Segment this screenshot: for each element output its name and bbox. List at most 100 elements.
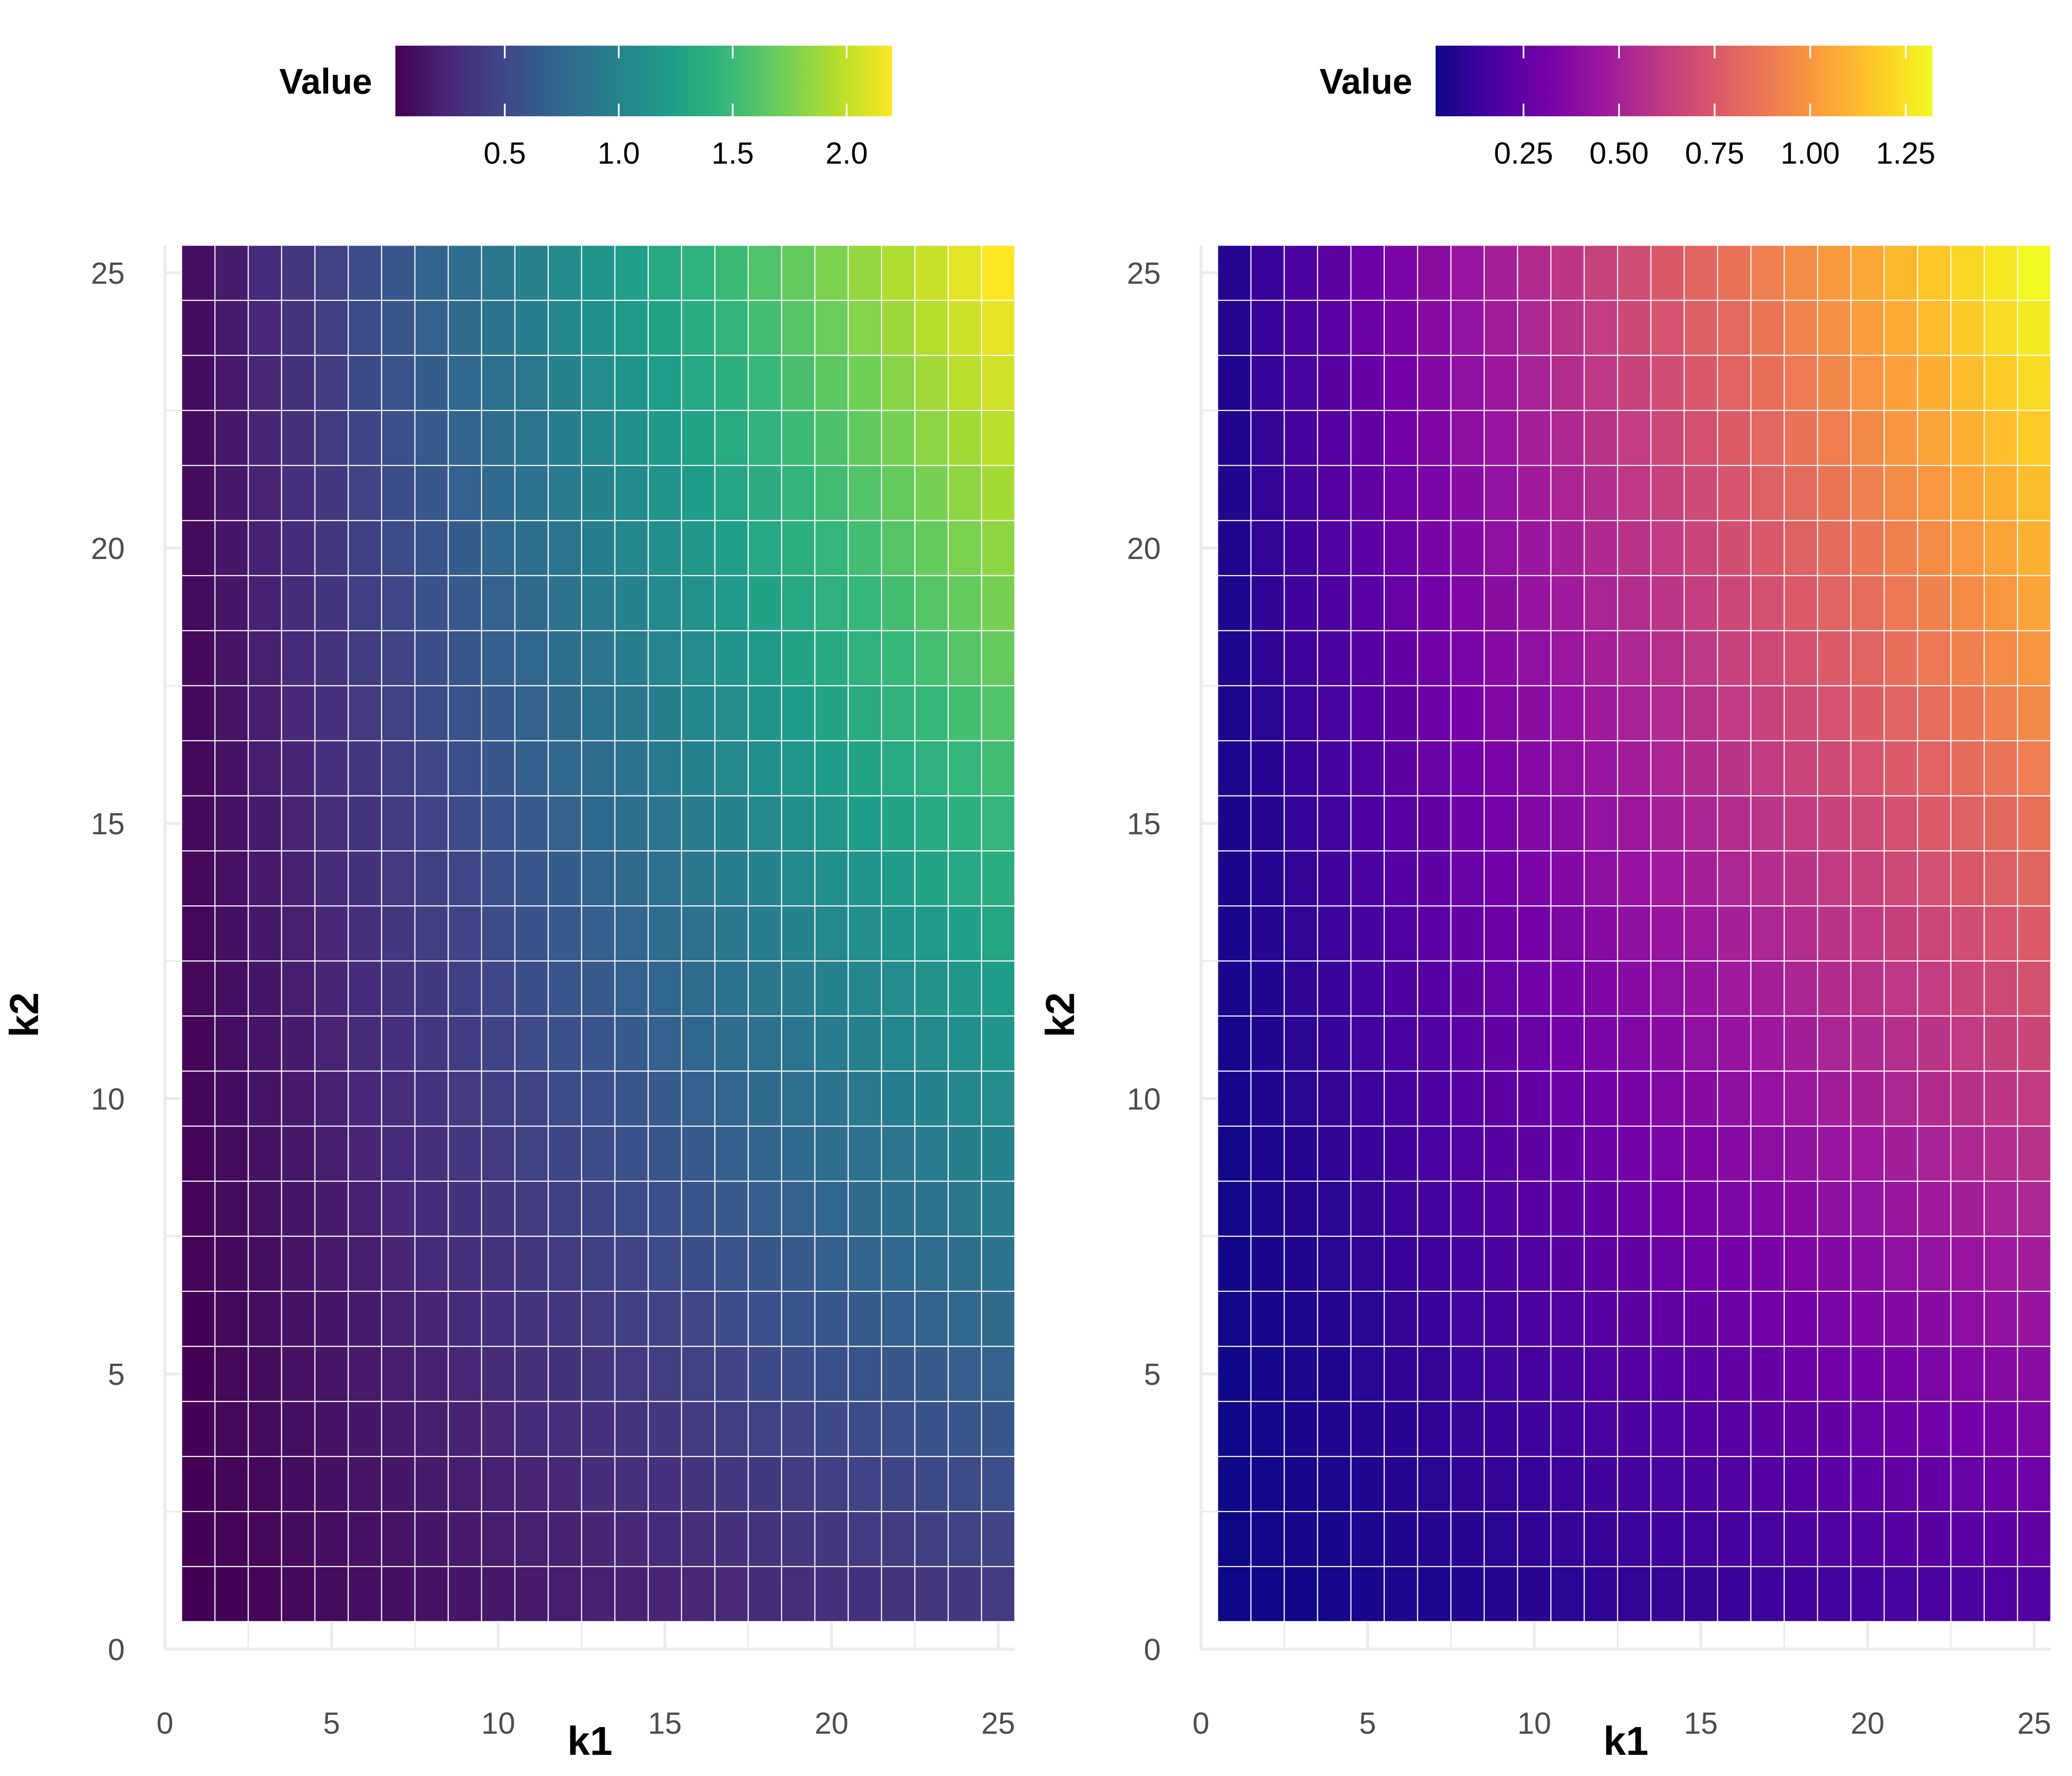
heatmap-cell <box>581 1401 616 1457</box>
heatmap-cell <box>281 520 315 576</box>
heatmap-cell <box>881 630 915 686</box>
heatmap-cell <box>1350 1346 1385 1402</box>
heatmap-cell <box>548 1346 582 1402</box>
heatmap-cell <box>847 575 882 631</box>
heatmap-cell <box>414 244 449 301</box>
heatmap-cell <box>1984 1125 2018 1182</box>
heatmap-cell <box>181 740 216 797</box>
heatmap-cell <box>714 575 749 631</box>
heatmap-cell <box>1717 740 1751 797</box>
y-tick-label: 25 <box>91 257 125 291</box>
heatmap-cell <box>881 905 915 962</box>
heatmap-cell <box>814 850 849 907</box>
heatmap-cell <box>1617 1015 1652 1072</box>
heatmap-cell <box>1950 410 1985 466</box>
heatmap-cell <box>581 960 616 1017</box>
heatmap-cell <box>847 1181 882 1237</box>
heatmap-cell <box>581 685 616 742</box>
heatmap-cell <box>281 1566 315 1623</box>
heatmap-cell <box>847 1401 882 1457</box>
heatmap-cell <box>748 1291 782 1347</box>
heatmap-cell <box>847 850 882 907</box>
heatmap-cell <box>1650 685 1685 742</box>
heatmap-cell <box>1950 905 1985 962</box>
heatmap-cell <box>814 575 849 631</box>
heatmap-cell <box>1283 850 1318 907</box>
y-tick-label: 0 <box>1144 1633 1161 1667</box>
heatmap-cell <box>1350 1291 1385 1347</box>
heatmap-cell <box>1450 685 1485 742</box>
heatmap-cell <box>814 630 849 686</box>
heatmap-cell <box>948 905 982 962</box>
heatmap-cell <box>514 795 549 852</box>
heatmap-cell <box>348 465 382 521</box>
heatmap-cell <box>1750 630 1785 686</box>
heatmap-cell <box>348 355 382 411</box>
heatmap-cell <box>1483 1236 1518 1292</box>
heatmap-cell <box>981 299 1016 356</box>
heatmap-cell <box>1350 740 1385 797</box>
heatmap-cell <box>1317 1181 1351 1237</box>
heatmap-cell <box>1950 685 1985 742</box>
heatmap-cell <box>1883 1181 1918 1237</box>
heatmap-cell <box>2017 1401 2052 1457</box>
heatmap-cell <box>1417 1401 1452 1457</box>
heatmap-cell <box>647 1456 682 1512</box>
heatmap-cell <box>581 1125 616 1182</box>
heatmap-cell <box>1450 1291 1485 1347</box>
heatmap-cell <box>281 1181 315 1237</box>
heatmap-cell <box>414 355 449 411</box>
heatmap-cell <box>614 299 649 356</box>
heatmap-cell <box>214 960 249 1017</box>
heatmap-cell <box>714 850 749 907</box>
heatmap-cell <box>1683 355 1718 411</box>
heatmap-cell <box>314 520 349 576</box>
colorbar <box>1436 46 1932 116</box>
heatmap-cell <box>1517 520 1551 576</box>
heatmap-cell <box>181 1291 216 1347</box>
heatmap-cell <box>1350 244 1385 301</box>
heatmap-cell <box>1317 575 1351 631</box>
heatmap-cell <box>948 465 982 521</box>
x-axis-title: k1 <box>567 1718 613 1764</box>
heatmap-cell <box>1250 740 1285 797</box>
heatmap-cell <box>1984 575 2018 631</box>
heatmap-cell <box>914 1181 949 1237</box>
heatmap-cell <box>1750 1015 1785 1072</box>
heatmap-cell <box>514 960 549 1017</box>
heatmap-cell <box>447 1015 482 1072</box>
heatmap-cell <box>281 960 315 1017</box>
heatmap-cell <box>681 1511 715 1567</box>
heatmap-cell <box>2017 1070 2052 1127</box>
heatmap-cell <box>481 1070 515 1127</box>
heatmap-cell <box>1750 1401 1785 1457</box>
heatmap-cell <box>847 1125 882 1182</box>
heatmap-cell <box>1283 244 1318 301</box>
heatmap-cell <box>1550 244 1585 301</box>
heatmap-cell <box>881 299 915 356</box>
heatmap-cell <box>1650 795 1685 852</box>
heatmap-cell <box>681 299 715 356</box>
heatmap-cell <box>447 465 482 521</box>
heatmap-cell <box>514 1125 549 1182</box>
heatmap-cell <box>1483 1181 1518 1237</box>
heatmap-cell <box>214 740 249 797</box>
heatmap-cell <box>414 465 449 521</box>
heatmap-cell <box>1550 520 1585 576</box>
heatmap-cell <box>948 1346 982 1402</box>
heatmap-cell <box>481 1456 515 1512</box>
heatmap-cell <box>681 1456 715 1512</box>
heatmap-cell <box>847 1511 882 1567</box>
heatmap-cell <box>1784 795 1818 852</box>
heatmap-cell <box>281 1511 315 1567</box>
heatmap-cell <box>481 960 515 1017</box>
heatmap-cell <box>1683 1401 1718 1457</box>
heatmap-cell <box>714 1346 749 1402</box>
heatmap-cell <box>2017 575 2052 631</box>
heatmap-cell <box>1283 1456 1318 1512</box>
heatmap-cell <box>1317 740 1351 797</box>
heatmap-cell <box>681 630 715 686</box>
heatmap-cell <box>881 1346 915 1402</box>
heatmap-cell <box>1717 960 1751 1017</box>
heatmap-cell <box>1450 1401 1485 1457</box>
